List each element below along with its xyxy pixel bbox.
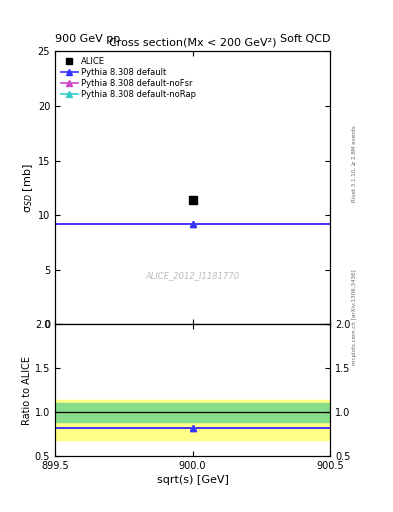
Y-axis label: σ$_{SD}$ [mb]: σ$_{SD}$ [mb] [21, 163, 35, 212]
X-axis label: sqrt(s) [GeV]: sqrt(s) [GeV] [157, 475, 228, 485]
Title: Cross section(Mx < 200 GeV²): Cross section(Mx < 200 GeV²) [109, 38, 276, 48]
Text: 900 GeV pp: 900 GeV pp [55, 33, 120, 44]
Text: Rivet 3.1.10, ≥ 2.8M events: Rivet 3.1.10, ≥ 2.8M events [352, 125, 357, 202]
Bar [55, 400, 330, 440]
Bar [55, 403, 330, 422]
Legend: ALICE, Pythia 8.308 default, Pythia 8.308 default-noFsr, Pythia 8.308 default-no: ALICE, Pythia 8.308 default, Pythia 8.30… [59, 55, 198, 101]
Text: Soft QCD: Soft QCD [280, 33, 330, 44]
Text: mcplots.cern.ch [arXiv:1306.3436]: mcplots.cern.ch [arXiv:1306.3436] [352, 270, 357, 365]
Text: ALICE_2012_I1181770: ALICE_2012_I1181770 [145, 271, 240, 280]
Y-axis label: Ratio to ALICE: Ratio to ALICE [22, 356, 32, 424]
